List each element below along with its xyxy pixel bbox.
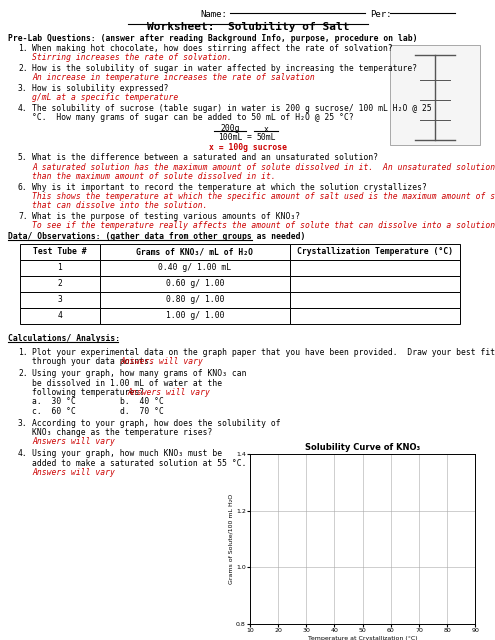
- Text: Using your graph, how many grams of KNO₃ can: Using your graph, how many grams of KNO₃…: [32, 369, 247, 378]
- Text: Answers will vary: Answers will vary: [127, 388, 210, 397]
- Text: 5.: 5.: [18, 153, 28, 162]
- Text: that can dissolve into the solution.: that can dissolve into the solution.: [32, 202, 207, 211]
- Text: g/mL at a specific temperature: g/mL at a specific temperature: [32, 93, 178, 102]
- Text: a.  30 °C: a. 30 °C: [32, 397, 76, 406]
- Bar: [290, 260, 460, 276]
- Text: Stirring increases the rate of solvation.: Stirring increases the rate of solvation…: [32, 54, 232, 63]
- Bar: [290, 276, 460, 292]
- Bar: [290, 244, 460, 260]
- Text: 1.: 1.: [18, 348, 28, 357]
- Text: What is the difference between a saturated and an unsaturated solution?: What is the difference between a saturat…: [32, 153, 378, 162]
- Text: Per:: Per:: [370, 10, 392, 19]
- Title: Solubility Curve of KNO₃: Solubility Curve of KNO₃: [305, 444, 420, 452]
- Text: Answers will vary: Answers will vary: [32, 438, 115, 447]
- Text: Name:: Name:: [200, 10, 227, 19]
- Bar: [20, 260, 100, 276]
- Text: d.  70 °C: d. 70 °C: [120, 407, 164, 416]
- Text: 2.: 2.: [18, 64, 28, 73]
- Bar: [100, 308, 290, 324]
- Text: Calculations/ Analysis:: Calculations/ Analysis:: [8, 334, 120, 343]
- Bar: [100, 260, 290, 276]
- Text: 200g: 200g: [220, 124, 240, 133]
- Text: x = 100g sucrose: x = 100g sucrose: [209, 143, 287, 152]
- Text: °C.  How many grams of sugar can be added to 50 mL of H₂O @ 25 °C?: °C. How many grams of sugar can be added…: [32, 113, 354, 122]
- Bar: [20, 244, 100, 260]
- Text: A saturated solution has the maximum amount of solute dissolved in it.  An unsat: A saturated solution has the maximum amo…: [32, 163, 495, 172]
- Bar: [100, 244, 290, 260]
- Text: 3: 3: [57, 296, 62, 305]
- Text: When making hot chocolate, how does stirring affect the rate of solvation?: When making hot chocolate, how does stir…: [32, 44, 393, 53]
- Text: added to make a saturated solution at 55 °C.: added to make a saturated solution at 55…: [32, 458, 247, 467]
- Text: =: =: [247, 132, 251, 141]
- Text: 0.40 g/ 1.00 mL: 0.40 g/ 1.00 mL: [158, 264, 232, 273]
- Text: 4: 4: [57, 312, 62, 321]
- Text: What is the purpose of testing various amounts of KNO₃?: What is the purpose of testing various a…: [32, 212, 300, 221]
- Text: According to your graph, how does the solubility of: According to your graph, how does the so…: [32, 419, 281, 428]
- Text: 1: 1: [57, 264, 62, 273]
- Text: be dissolved in 1.00 mL of water at the: be dissolved in 1.00 mL of water at the: [32, 378, 222, 387]
- Text: 3.: 3.: [18, 84, 28, 93]
- Bar: [290, 292, 460, 308]
- Text: This shows the temperature at which the specific amount of salt used is the maxi: This shows the temperature at which the …: [32, 192, 495, 201]
- Text: 50mL: 50mL: [256, 133, 276, 142]
- Bar: [290, 308, 460, 324]
- Bar: [100, 292, 290, 308]
- Text: KNO₃ change as the temperature rises?: KNO₃ change as the temperature rises?: [32, 428, 212, 437]
- Bar: [390, 45, 480, 145]
- Bar: [20, 276, 100, 292]
- Text: than the maximum amount of solute dissolved in it.: than the maximum amount of solute dissol…: [32, 172, 276, 181]
- Text: 100mL: 100mL: [218, 133, 242, 142]
- X-axis label: Temperature at Crystallization (°C): Temperature at Crystallization (°C): [308, 636, 417, 640]
- Text: 0.80 g/ 1.00: 0.80 g/ 1.00: [166, 296, 224, 305]
- Text: 2.: 2.: [18, 369, 28, 378]
- Text: following temperatures?: following temperatures?: [32, 388, 144, 397]
- Text: Pre-Lab Questions: (answer after reading Background Info, purpose, procedure on : Pre-Lab Questions: (answer after reading…: [8, 34, 417, 43]
- Text: Plot your experimental data on the graph paper that you have been provided.  Dra: Plot your experimental data on the graph…: [32, 348, 495, 357]
- Text: 6.: 6.: [18, 182, 28, 191]
- Text: 3.: 3.: [18, 419, 28, 428]
- Text: 1.00 g/ 1.00: 1.00 g/ 1.00: [166, 312, 224, 321]
- Bar: [100, 276, 290, 292]
- Text: c.  60 °C: c. 60 °C: [32, 407, 76, 416]
- Text: Worksheet:  Solubility of Salt: Worksheet: Solubility of Salt: [147, 22, 349, 32]
- Text: An increase in temperature increases the rate of salvation: An increase in temperature increases the…: [32, 74, 315, 83]
- Bar: [20, 308, 100, 324]
- Text: Test Tube #: Test Tube #: [33, 248, 87, 257]
- Text: How is solubility expressed?: How is solubility expressed?: [32, 84, 168, 93]
- Y-axis label: Grams of Solute/100 mL H₂O: Grams of Solute/100 mL H₂O: [228, 494, 233, 584]
- Text: Crystallization Temperature (°C): Crystallization Temperature (°C): [297, 248, 453, 257]
- Text: 4.: 4.: [18, 104, 28, 113]
- Text: Why is it important to record the temperature at which the solution crystallizes: Why is it important to record the temper…: [32, 182, 427, 191]
- Text: 4.: 4.: [18, 449, 28, 458]
- Text: Answers will vary: Answers will vary: [120, 358, 203, 367]
- Text: Data/ Observations: (gather data from other groups as needed): Data/ Observations: (gather data from ot…: [8, 232, 305, 241]
- Text: Using your graph, how much KNO₃ must be: Using your graph, how much KNO₃ must be: [32, 449, 222, 458]
- Text: through your data points.: through your data points.: [32, 358, 154, 367]
- Text: x: x: [263, 125, 268, 134]
- Text: Grams of KNO₃/ mL of H₂O: Grams of KNO₃/ mL of H₂O: [137, 248, 253, 257]
- Text: To see if the temperature really affects the amount of solute that can dissolve : To see if the temperature really affects…: [32, 221, 495, 230]
- Text: 1.: 1.: [18, 44, 28, 53]
- Text: Answers will vary: Answers will vary: [32, 468, 115, 477]
- Text: How is the solubility of sugar in water affected by increasing the temperature?: How is the solubility of sugar in water …: [32, 64, 417, 73]
- Bar: [20, 292, 100, 308]
- Text: The solubility of sucrose (table sugar) in water is 200 g sucrose/ 100 mL H₂O @ : The solubility of sucrose (table sugar) …: [32, 104, 432, 113]
- Text: b.  40 °C: b. 40 °C: [120, 397, 164, 406]
- Text: 2: 2: [57, 280, 62, 289]
- Text: 0.60 g/ 1.00: 0.60 g/ 1.00: [166, 280, 224, 289]
- Text: 7.: 7.: [18, 212, 28, 221]
